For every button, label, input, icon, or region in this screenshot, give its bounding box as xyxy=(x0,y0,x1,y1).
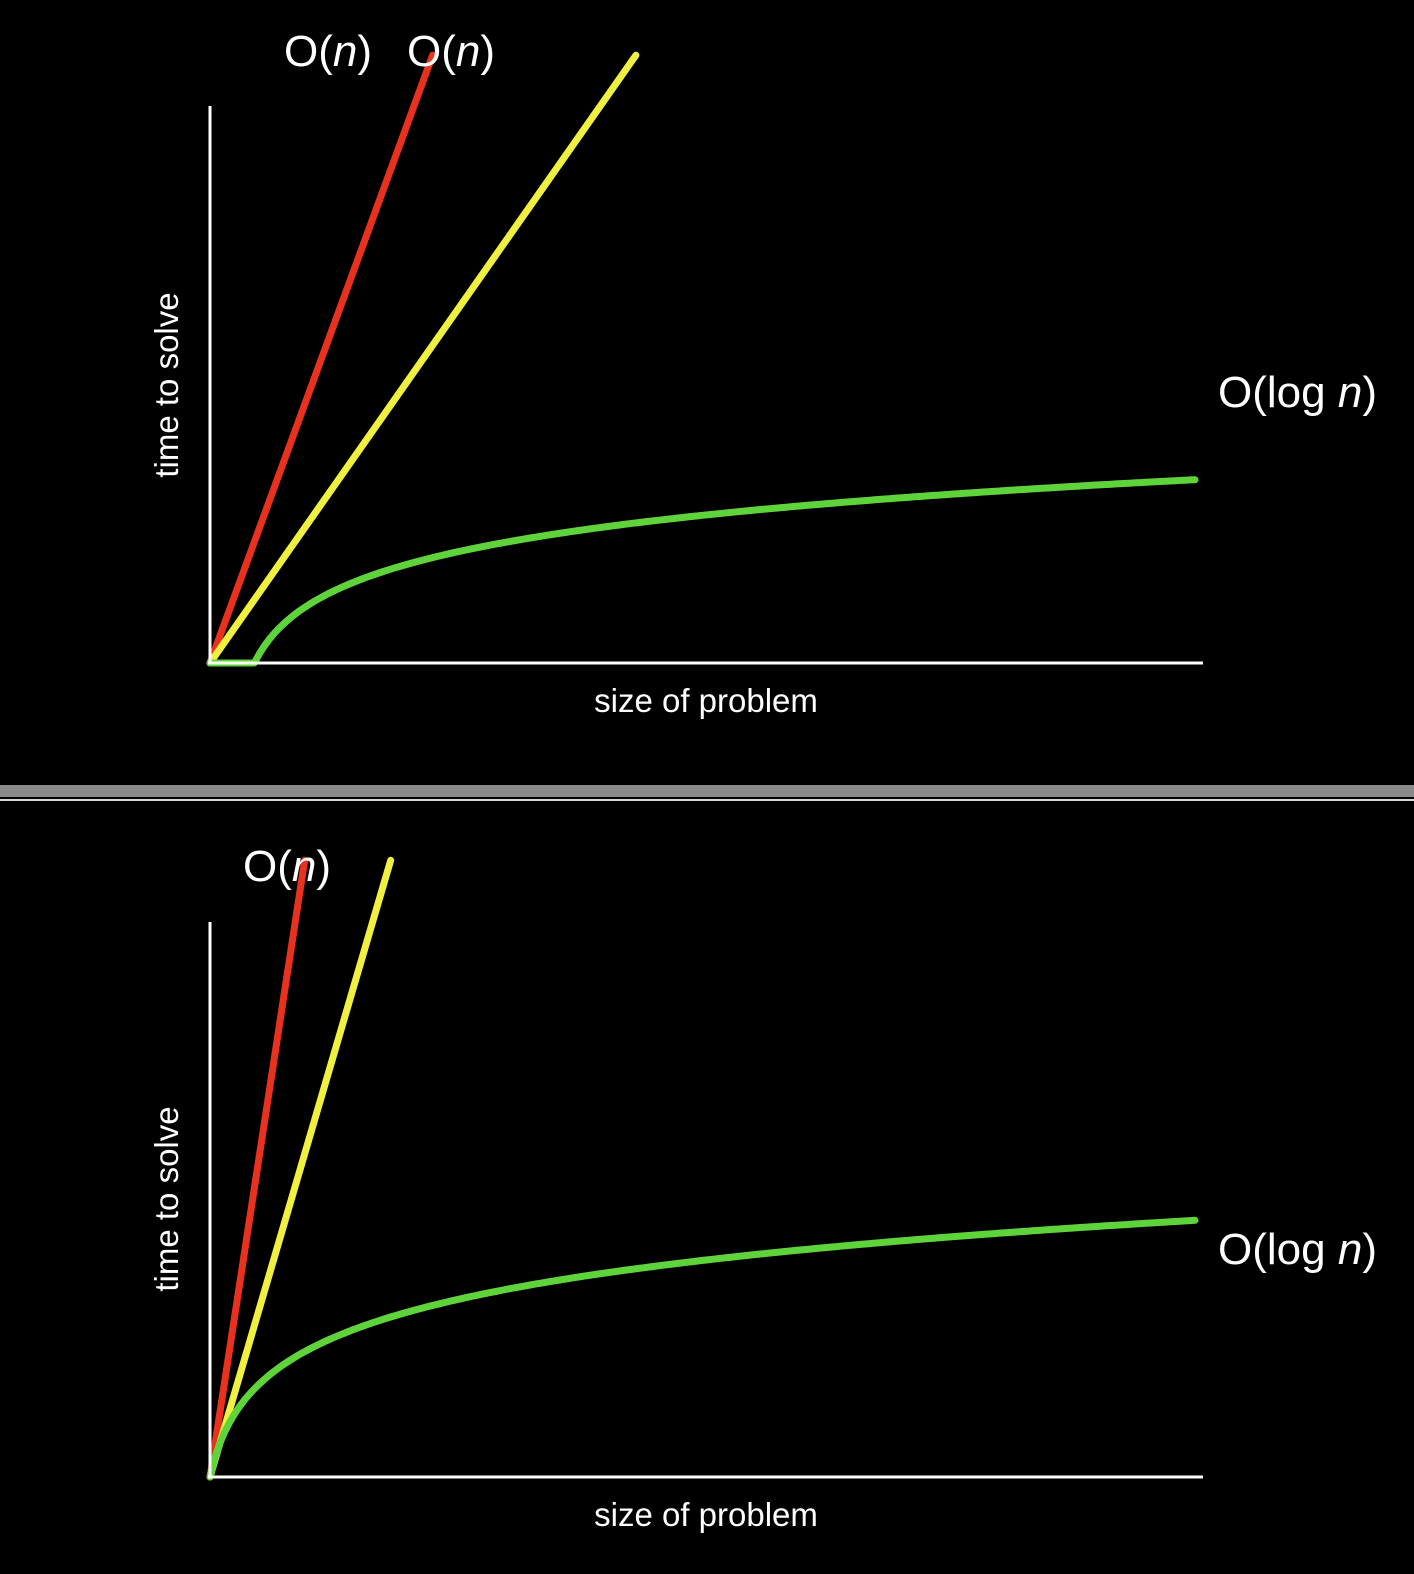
series-line-2 xyxy=(206,1216,1199,1481)
series-line-1 xyxy=(206,856,395,1481)
series-line-1 xyxy=(206,51,640,667)
series-line-2 xyxy=(206,476,1199,667)
series-label-green: O(log n) xyxy=(1218,1225,1377,1274)
series-label-red: O(n) xyxy=(284,27,372,76)
y-axis-title: time to solve xyxy=(148,1106,185,1291)
x-axis-title: size of problem xyxy=(594,682,818,719)
chart-bottom: size of problem time to solve O(n) O(log… xyxy=(148,842,1377,1533)
series-line-0 xyxy=(206,51,437,667)
chart-panel-bottom: size of problem time to solve O(n) O(log… xyxy=(0,801,1414,1574)
chart-top: size of problem time to solve O(n) O(n) … xyxy=(148,27,1377,719)
chart-panel-top: size of problem time to solve O(n) O(n) … xyxy=(0,0,1414,785)
series-label-green: O(log n) xyxy=(1218,368,1377,417)
y-axis-title: time to solve xyxy=(148,292,185,477)
x-axis-title: size of problem xyxy=(594,1496,818,1533)
series-label-yellow: O(n) xyxy=(407,27,495,76)
series-line-0 xyxy=(206,856,309,1481)
series-label-red: O(n) xyxy=(243,842,331,891)
series-lines xyxy=(206,51,1199,667)
panel-divider xyxy=(0,785,1414,801)
series-lines xyxy=(206,856,1199,1481)
